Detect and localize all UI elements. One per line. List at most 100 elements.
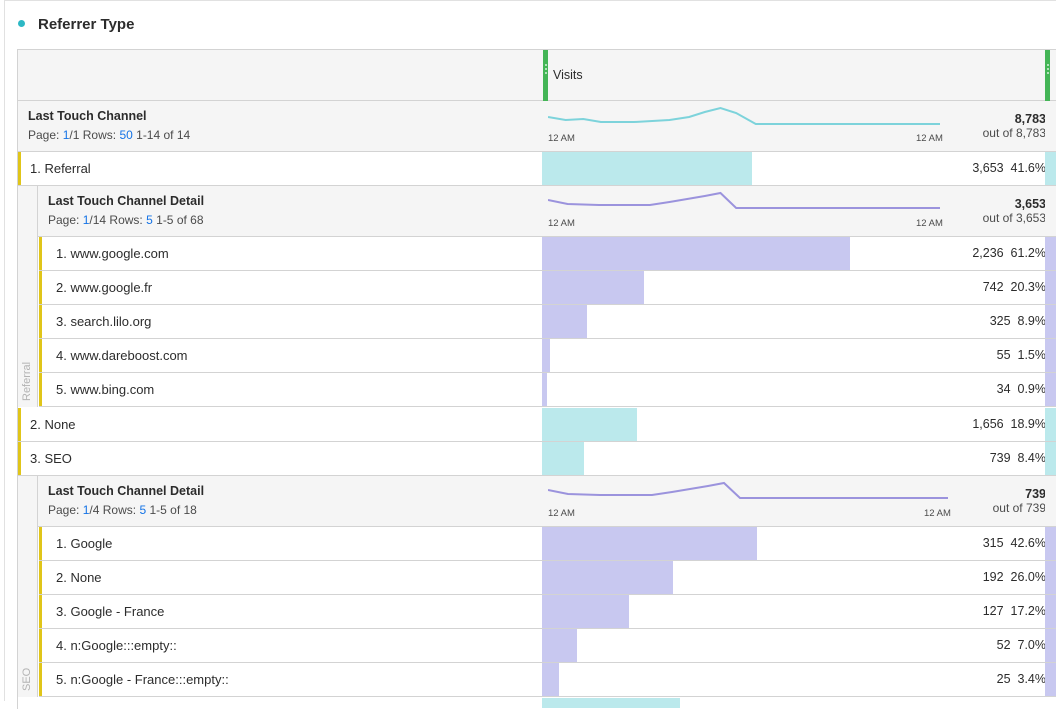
breakdown-sidebar: Referral bbox=[18, 186, 38, 407]
next-column-bar bbox=[1045, 271, 1056, 304]
row-percent: 61.2% bbox=[1010, 246, 1046, 260]
total-row: Last Touch Channel Page: 1/1 Rows: 50 1-1… bbox=[18, 101, 1056, 152]
table-row[interactable]: 3. SEO 739 8.4% bbox=[18, 442, 1056, 476]
bar-fill bbox=[542, 442, 585, 475]
row-label[interactable]: 2. www.google.fr bbox=[56, 280, 153, 295]
row-marker bbox=[39, 373, 42, 406]
row-range: 1-14 of 14 bbox=[136, 128, 191, 142]
next-column-bar bbox=[1045, 339, 1056, 372]
page-label: Page: bbox=[48, 503, 80, 517]
panel-title[interactable]: Referrer Type bbox=[38, 16, 135, 33]
row-label[interactable]: 1. Google bbox=[56, 536, 113, 551]
bar-fill bbox=[542, 595, 629, 628]
row-marker bbox=[18, 442, 21, 475]
row-label[interactable]: 5. www.bing.com bbox=[56, 382, 155, 397]
row-percent: 18.9% bbox=[1010, 417, 1046, 431]
sparkline bbox=[548, 481, 948, 499]
rows-per-page[interactable]: 5 bbox=[146, 213, 153, 227]
breakdown-row[interactable]: 5. www.bing.com 34 0.9% bbox=[39, 373, 1056, 407]
bar-fill bbox=[542, 339, 550, 372]
rows-per-page[interactable]: 5 bbox=[139, 503, 147, 517]
row-marker bbox=[18, 408, 21, 441]
row-value: 315 bbox=[982, 536, 1004, 550]
row-metric: 1,656 18.9% bbox=[972, 417, 1046, 431]
panel-dot-icon bbox=[18, 20, 25, 27]
row-label[interactable]: 4. www.dareboost.com bbox=[56, 348, 188, 363]
row-marker bbox=[39, 271, 42, 304]
row-label[interactable]: 3. SEO bbox=[30, 451, 72, 466]
row-marker bbox=[39, 305, 42, 338]
bar-fill bbox=[542, 663, 560, 696]
breakdown-side-label: SEO bbox=[21, 667, 33, 691]
dimension-title[interactable]: Last Touch Channel Detail bbox=[48, 194, 205, 208]
row-label[interactable]: 2. None bbox=[30, 417, 76, 432]
freeform-table: Visits Last Touch Channel Page: 1/1 Rows:… bbox=[17, 49, 1056, 709]
page-number[interactable]: 1 bbox=[82, 503, 90, 517]
breakdown-row[interactable]: 3. search.lilo.org 325 8.9% bbox=[39, 305, 1056, 339]
column-drag-handle[interactable] bbox=[543, 50, 548, 101]
next-column-bar bbox=[1045, 237, 1056, 270]
table-row[interactable]: 2. None 1,656 18.9% bbox=[18, 408, 1056, 442]
breakdown-row[interactable]: 1. www.google.com 2,236 61.2% bbox=[39, 237, 1056, 271]
bar-fill bbox=[542, 561, 674, 594]
rows-per-page[interactable]: 50 bbox=[119, 128, 133, 142]
row-label[interactable]: 3. Google - France bbox=[56, 604, 165, 619]
row-label[interactable]: 3. search.lilo.org bbox=[56, 314, 152, 329]
row-metric: 3,653 41.6% bbox=[972, 161, 1046, 175]
row-value: 127 bbox=[982, 604, 1004, 618]
row-percent: 42.6% bbox=[1010, 536, 1046, 550]
row-value: 55 bbox=[996, 348, 1011, 362]
page-number[interactable]: 1 bbox=[62, 128, 70, 142]
row-percent: 0.9% bbox=[1017, 382, 1047, 396]
col-sep bbox=[1045, 476, 1046, 526]
breakdown-row[interactable]: 2. www.google.fr 742 20.3% bbox=[39, 271, 1056, 305]
row-metric: 52 7.0% bbox=[997, 638, 1046, 652]
sparkline-axis-start: 12 AM bbox=[548, 508, 575, 519]
page-total: /4 bbox=[89, 503, 100, 517]
pagination: Page: 1/1 Rows: 50 1-14 of 14 bbox=[28, 128, 190, 142]
next-column-bar bbox=[1045, 663, 1056, 696]
row-label[interactable]: 5. n:Google - France:::empty:: bbox=[56, 672, 229, 687]
column-header-row: Visits bbox=[18, 50, 1056, 101]
row-value: 3,653 bbox=[972, 161, 1004, 175]
sparkline-axis-end: 12 AM bbox=[916, 218, 943, 229]
row-label[interactable]: 4. n:Google:::empty:: bbox=[56, 638, 177, 653]
bar-fill bbox=[542, 629, 578, 662]
row-range: 1-5 of 18 bbox=[149, 503, 197, 517]
sparkline-path bbox=[548, 481, 948, 499]
next-column-bar bbox=[1045, 595, 1056, 628]
row-label[interactable]: 1. www.google.com bbox=[56, 246, 169, 261]
row-marker bbox=[39, 595, 42, 628]
next-column-bar bbox=[1045, 629, 1056, 662]
breakdown-row[interactable]: 4. n:Google:::empty:: 52 7.0% bbox=[39, 629, 1056, 663]
breakdown-row[interactable]: 1. Google 315 42.6% bbox=[39, 527, 1056, 561]
breakdown-sidebar: SEO bbox=[18, 476, 38, 697]
breakdown-header-seo: Last Touch Channel Detail Page: 1/4 Rows:… bbox=[38, 476, 1056, 527]
breakdown-row[interactable]: 4. www.dareboost.com 55 1.5% bbox=[39, 339, 1056, 373]
column-header-visits[interactable]: Visits bbox=[553, 68, 583, 82]
bar-fill bbox=[542, 305, 587, 338]
row-label[interactable]: 2. None bbox=[56, 570, 102, 585]
dimension-title[interactable]: Last Touch Channel Detail bbox=[48, 484, 205, 498]
row-marker bbox=[39, 339, 42, 372]
page-total: /1 bbox=[69, 128, 80, 142]
sparkline-axis-end: 12 AM bbox=[924, 508, 951, 519]
row-percent: 8.9% bbox=[1017, 314, 1047, 328]
column-drag-handle-2[interactable] bbox=[1045, 50, 1050, 101]
dimension-title[interactable]: Last Touch Channel bbox=[28, 109, 147, 123]
breakdown-row[interactable]: 5. n:Google - France:::empty:: 25 3.4% bbox=[39, 663, 1056, 697]
column-total: 3,653 out of 3,653 bbox=[983, 197, 1046, 225]
bar-fill bbox=[542, 408, 638, 441]
row-metric: 192 26.0% bbox=[983, 570, 1046, 584]
row-label[interactable]: 1. Referral bbox=[30, 161, 91, 176]
rows-label: Rows: bbox=[102, 503, 137, 517]
breakdown-row[interactable]: 3. Google - France 127 17.2% bbox=[39, 595, 1056, 629]
table-row[interactable]: 1. Referral 3,653 41.6% bbox=[18, 152, 1056, 186]
row-marker bbox=[39, 237, 42, 270]
page-total: /14 bbox=[89, 213, 107, 227]
next-column-bar bbox=[1045, 305, 1056, 338]
page-number[interactable]: 1 bbox=[82, 213, 90, 227]
rows-label: Rows: bbox=[82, 128, 117, 142]
breakdown-row[interactable]: 2. None 192 26.0% bbox=[39, 561, 1056, 595]
total-value: 8,783 bbox=[1014, 112, 1046, 126]
